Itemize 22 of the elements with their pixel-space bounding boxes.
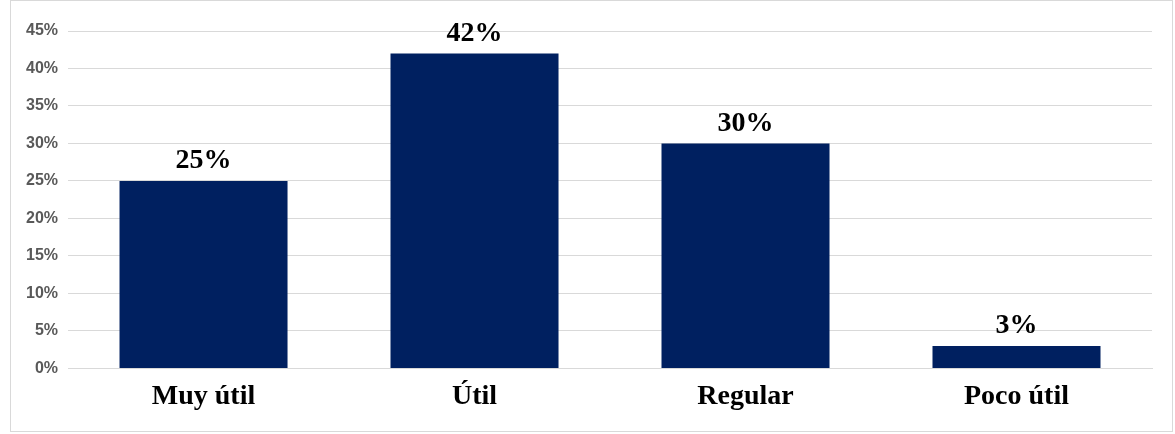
y-tick-label: 40% — [25, 58, 59, 76]
bar — [390, 53, 559, 368]
y-tick-label: 20% — [25, 208, 59, 226]
data-label: 3% — [995, 308, 1038, 340]
x-tick-label: Muy útil — [151, 379, 256, 411]
bar — [119, 180, 288, 368]
data-label: 42% — [446, 15, 503, 47]
data-label: 25% — [175, 143, 232, 175]
y-tick-label: 45% — [25, 21, 59, 39]
bar — [932, 345, 1101, 368]
y-tick-label: 35% — [25, 96, 59, 114]
x-tick-label: Poco útil — [964, 379, 1070, 411]
bar — [661, 143, 830, 368]
x-tick-label: Regular — [697, 379, 794, 411]
y-tick-label: 0% — [34, 358, 59, 376]
y-tick-label: 5% — [34, 321, 59, 339]
data-label: 30% — [717, 105, 774, 137]
y-tick-label: 10% — [25, 283, 59, 301]
y-tick-label: 30% — [25, 133, 59, 151]
y-tick-label: 15% — [25, 246, 59, 264]
y-tick-label: 25% — [25, 171, 59, 189]
x-tick-label: Útil — [451, 379, 498, 411]
